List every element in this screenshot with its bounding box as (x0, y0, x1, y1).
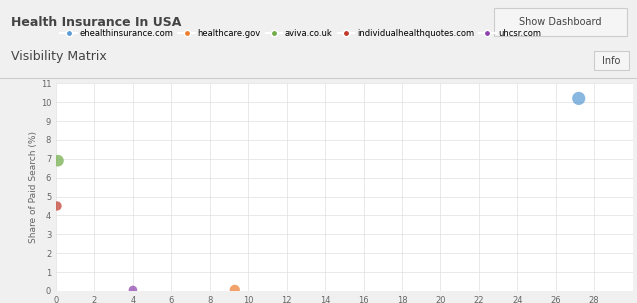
Point (128, 288, 138, 292)
Point (230, 288, 240, 292)
Point (574, 96, 584, 101)
FancyBboxPatch shape (494, 8, 627, 36)
Text: Show Dashboard: Show Dashboard (519, 17, 602, 27)
Point (52, 204, 62, 208)
Legend: ehealthinsurance.com, healthcare.gov, aviva.co.uk, individualhealthquotes.com, u: ehealthinsurance.com, healthcare.gov, av… (61, 29, 541, 38)
Text: Visibility Matrix: Visibility Matrix (11, 50, 107, 63)
Y-axis label: Share of Paid Search (%): Share of Paid Search (%) (29, 131, 38, 243)
Point (53, 158, 63, 163)
FancyBboxPatch shape (594, 52, 629, 70)
Text: Health Insurance In USA: Health Insurance In USA (11, 16, 182, 29)
Text: Info: Info (602, 55, 620, 65)
